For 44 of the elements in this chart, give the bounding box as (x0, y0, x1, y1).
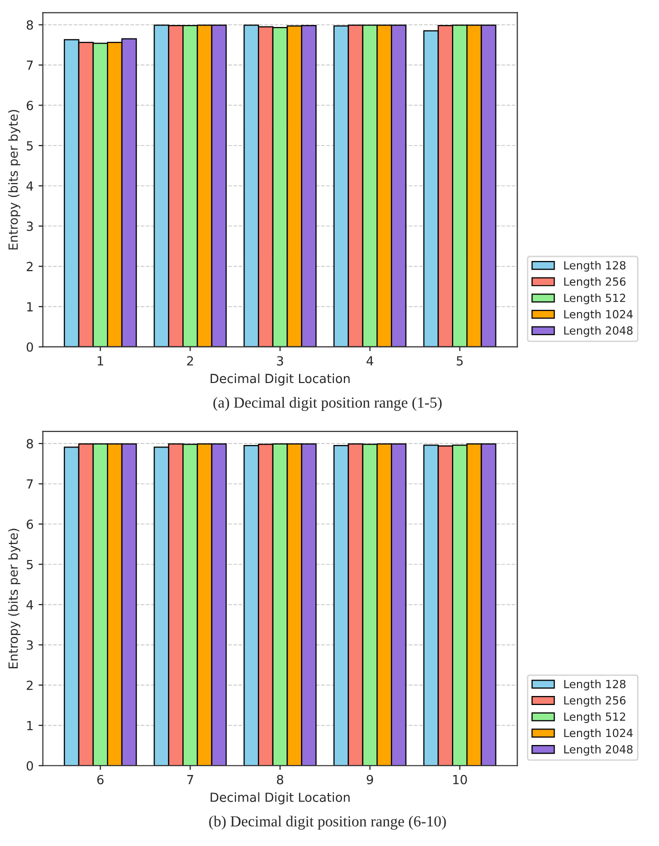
y-tick-label: 7 (26, 60, 33, 70)
legend-label: Length 256 (564, 277, 626, 288)
y-axis-title: Entropy (bits per byte) (8, 110, 20, 250)
y-tick-label: 1 (27, 302, 33, 312)
y-tick-label: 6 (26, 520, 34, 529)
legend-label: Length 1024 (564, 310, 633, 321)
legend-label: Length 2048 (564, 744, 633, 756)
text: (a) Decimal digit position range (1-5) (213, 396, 442, 411)
y-tick-label: 4 (26, 181, 34, 191)
y-tick-label: 5 (26, 560, 33, 570)
y-tick-label: 0 (26, 761, 33, 771)
legend-label: Length 2048 (564, 326, 633, 337)
y-tick-label: 6 (26, 100, 34, 110)
x-tick-label: 9 (366, 774, 374, 784)
x-axis-title: Decimal Digit Location (210, 792, 350, 804)
x-tick-label: 4 (366, 356, 374, 366)
y-tick-label: 3 (26, 640, 33, 650)
y-tick-label: 2 (26, 262, 33, 272)
y-tick-label: 4 (26, 600, 34, 610)
x-tick-label: 6 (97, 774, 104, 784)
legend-label: Length 512 (564, 293, 626, 304)
legend-label: Length 512 (564, 712, 626, 724)
y-tick-label: 8 (26, 20, 33, 30)
x-axis-title: Decimal Digit Location (210, 374, 350, 386)
x-tick-label: 8 (276, 774, 284, 784)
y-axis-title: Entropy (bits per byte) (8, 528, 20, 668)
legend-label: Length 1024 (564, 728, 633, 740)
y-tick-label: 7 (26, 479, 33, 489)
x-tick-label: 7 (187, 775, 194, 784)
y-tick-label: 1 (27, 721, 33, 730)
text: (b) Decimal digit position range (6-10) (209, 816, 446, 830)
legend-label: Length 256 (564, 696, 626, 707)
x-tick-label: 2 (187, 356, 193, 366)
y-tick-label: 2 (26, 680, 33, 690)
x-tick-label: 5 (456, 356, 463, 366)
legend-label: Length 128 (564, 260, 626, 272)
y-tick-label: 8 (26, 439, 33, 448)
x-tick-label: 10 (453, 774, 467, 784)
legend-label: Length 128 (564, 680, 626, 690)
x-tick-label: 1 (98, 356, 104, 366)
y-tick-label: 0 (26, 342, 33, 352)
y-tick-label: 3 (26, 222, 33, 231)
y-tick-label: 5 (26, 141, 33, 150)
x-tick-label: 3 (277, 356, 284, 366)
